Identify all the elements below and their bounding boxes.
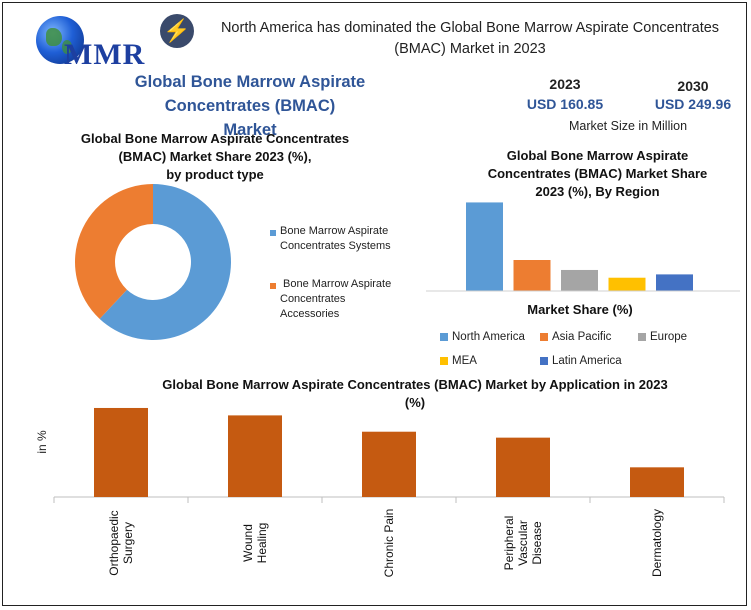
application-bar-0 <box>94 407 148 497</box>
stat-value-2023: USD 160.85 <box>526 96 604 112</box>
legend-swatch-mea <box>440 356 448 365</box>
page-title-line-2: Market <box>223 121 277 139</box>
globe-icon <box>36 16 84 64</box>
headline-line-1: North America has dominated the Global B… <box>220 20 720 36</box>
application-tick-label-2: Chronic Pain <box>382 509 396 578</box>
logo-text: MMR <box>64 38 146 71</box>
region-title-line-3: 2023 (%), By Region <box>535 184 660 199</box>
region-bar-1 <box>513 260 551 291</box>
page-title-line-1: Global Bone Marrow Aspirate Concentrates… <box>134 73 366 115</box>
stat-2023: 2023 USD 160.85 <box>520 76 610 112</box>
region-legend-mea: MEA <box>440 355 477 367</box>
legend-label-mea: MEA <box>452 355 477 367</box>
legend-swatch-asia-pacific <box>540 332 548 341</box>
stat-2030: 2030 USD 249.96 <box>648 78 738 112</box>
legend-systems-line-1: Bone Marrow Aspirate <box>280 225 389 237</box>
donut-title-line-2: (BMAC) Market Share 2023 (%), <box>118 149 312 164</box>
region-bar-4 <box>656 274 693 291</box>
legend-swatch-accessories <box>270 283 276 289</box>
stat-year-2023: 2023 <box>549 76 581 92</box>
application-chart-title: Global Bone Marrow Aspirate Concentrates… <box>100 376 730 412</box>
donut-slice-0 <box>99 184 232 341</box>
stat-year-2030: 2030 <box>677 78 709 94</box>
mmr-logo: MMR <box>28 14 148 74</box>
region-bar-chart <box>426 202 740 292</box>
region-bar-0 <box>466 202 503 291</box>
legend-item-systems: Bone Marrow Aspirate Concentrates System… <box>280 224 391 254</box>
region-bar-2 <box>561 269 598 291</box>
region-chart-title: Global Bone Marrow Aspirate Concentrates… <box>450 147 745 201</box>
application-title-line-2: (%) <box>404 395 426 410</box>
donut-chart <box>74 184 232 341</box>
stat-caption: Market Size in Million <box>568 119 688 133</box>
region-title-line-1: Global Bone Marrow Aspirate <box>506 148 689 163</box>
lightning-icon: ⚡ <box>160 14 194 48</box>
donut-title-line-3: by product type <box>166 167 264 182</box>
legend-label-asia-pacific: Asia Pacific <box>552 331 612 343</box>
application-tick-label-3: PeripheralVascularDisease <box>502 516 544 571</box>
stat-value-2030: USD 249.96 <box>654 96 732 112</box>
application-bar-1 <box>228 415 282 497</box>
page-title: Global Bone Marrow Aspirate Concentrates… <box>80 70 420 142</box>
application-tick-label-0: OrthopaedicSurgery <box>107 510 135 575</box>
donut-slice-1 <box>74 184 153 319</box>
headline: North America has dominated the Global B… <box>200 18 740 60</box>
application-bar-4 <box>630 467 684 497</box>
application-tick-label-4: Dermatology <box>650 509 664 577</box>
region-bar-3 <box>608 277 646 291</box>
legend-swatch-north-america <box>440 332 448 341</box>
legend-swatch-latin-america <box>540 356 548 365</box>
application-bar-3 <box>496 437 550 497</box>
application-bar-chart: in % OrthopaedicSurgery WoundHealing Chroni… <box>35 407 725 578</box>
application-y-axis-label: in % <box>35 430 49 454</box>
donut-chart-title: Global Bone Marrow Aspirate Concentrates… <box>60 130 370 184</box>
application-tick-label-1: WoundHealing <box>241 523 269 564</box>
region-legend-europe: Europe <box>638 331 687 343</box>
application-bar-2 <box>362 431 416 497</box>
region-legend-asia-pacific: Asia Pacific <box>540 331 611 343</box>
region-legend-north-america: North America <box>440 331 525 343</box>
legend-accessories-line-1: Bone Marrow Aspirate <box>283 278 392 290</box>
region-legend-latin-america: Latin America <box>540 355 622 367</box>
headline-line-2: (BMAC) Market in 2023 <box>394 41 546 57</box>
region-title-line-2: Concentrates (BMAC) Market Share <box>487 166 708 181</box>
application-title-line-1: Global Bone Marrow Aspirate Concentrates… <box>162 377 668 392</box>
legend-label-north-america: North America <box>452 331 525 343</box>
legend-label-latin-america: Latin America <box>552 355 622 367</box>
legend-swatch-systems <box>270 230 276 236</box>
legend-item-accessories: Bone Marrow Aspirate Concentrates Access… <box>280 277 392 322</box>
legend-label-europe: Europe <box>650 331 688 343</box>
legend-accessories-line-3: Accessories <box>280 308 340 320</box>
legend-swatch-europe <box>638 332 646 341</box>
donut-title-line-1: Global Bone Marrow Aspirate Concentrates <box>80 131 350 146</box>
legend-systems-line-2: Concentrates Systems <box>280 240 391 252</box>
legend-accessories-line-2: Concentrates <box>280 293 346 305</box>
region-chart-xlabel: Market Share (%) <box>527 302 633 317</box>
